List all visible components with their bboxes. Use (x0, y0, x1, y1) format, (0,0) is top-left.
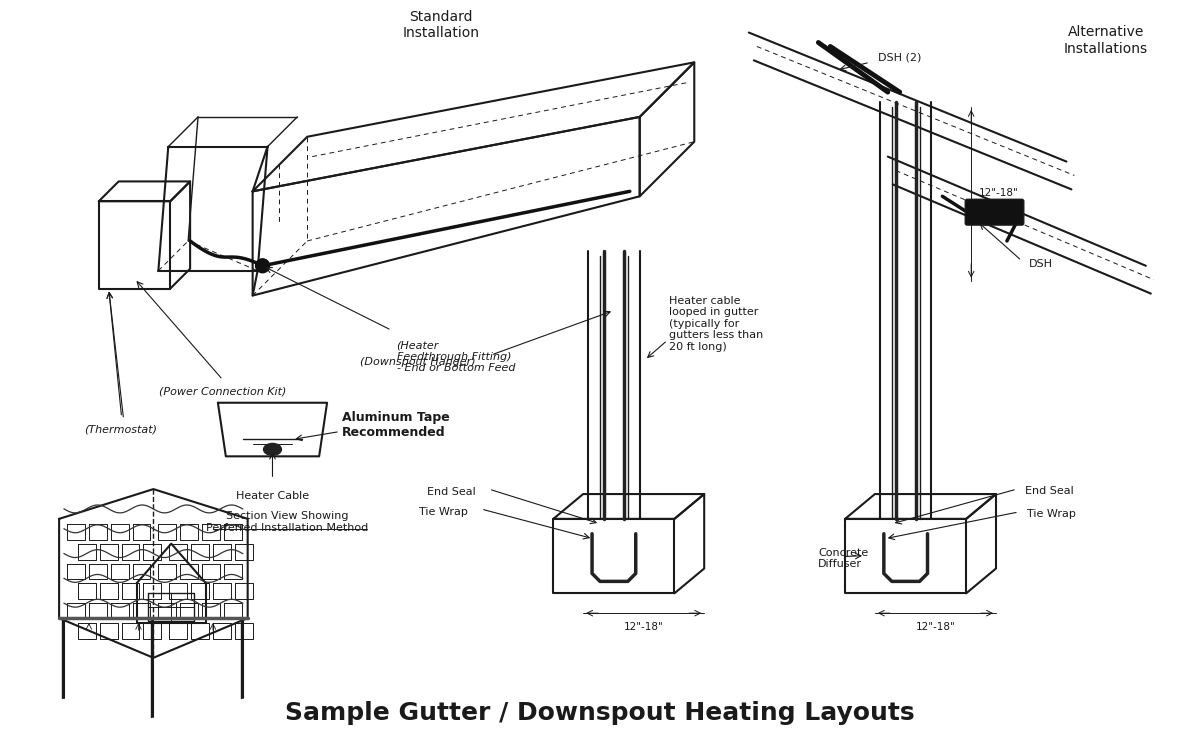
Text: Alternative
Installations: Alternative Installations (1064, 25, 1148, 55)
Text: Sample Gutter / Downspout Heating Layouts: Sample Gutter / Downspout Heating Layout… (286, 701, 914, 725)
Text: Aluminum Tape
Recommended: Aluminum Tape Recommended (342, 410, 450, 438)
Text: Section View Showing
Perferred Installation Method: Section View Showing Perferred Installat… (206, 511, 368, 533)
Text: Heater cable
looped in gutter
(typically for
gutters less than
20 ft long): Heater cable looped in gutter (typically… (670, 295, 763, 352)
Text: End Seal: End Seal (1025, 486, 1074, 496)
Text: Tie Wrap: Tie Wrap (419, 507, 468, 517)
Ellipse shape (264, 444, 282, 455)
Text: (Heater
Feedthrough Fitting)
- End or Bottom Feed: (Heater Feedthrough Fitting) - End or Bo… (396, 340, 515, 373)
Text: DSH: DSH (1028, 259, 1052, 269)
Circle shape (256, 259, 270, 273)
Text: End Seal: End Seal (427, 487, 476, 497)
Text: Tie Wrap: Tie Wrap (1027, 509, 1075, 519)
Text: Concrete
Diffuser: Concrete Diffuser (818, 548, 869, 569)
Text: (Power Connection Kit): (Power Connection Kit) (160, 387, 287, 397)
Text: 12"-18": 12"-18" (916, 622, 955, 632)
Text: DSH (2): DSH (2) (878, 52, 922, 63)
Text: (Downspout Hanger): (Downspout Hanger) (360, 357, 476, 367)
FancyBboxPatch shape (965, 199, 1024, 225)
Text: (Thermostat): (Thermostat) (84, 424, 157, 435)
Text: Heater Cable: Heater Cable (236, 491, 310, 501)
Text: 12"-18": 12"-18" (979, 188, 1019, 199)
Text: Standard
Installation: Standard Installation (403, 10, 480, 40)
Text: 12"-18": 12"-18" (624, 622, 664, 632)
